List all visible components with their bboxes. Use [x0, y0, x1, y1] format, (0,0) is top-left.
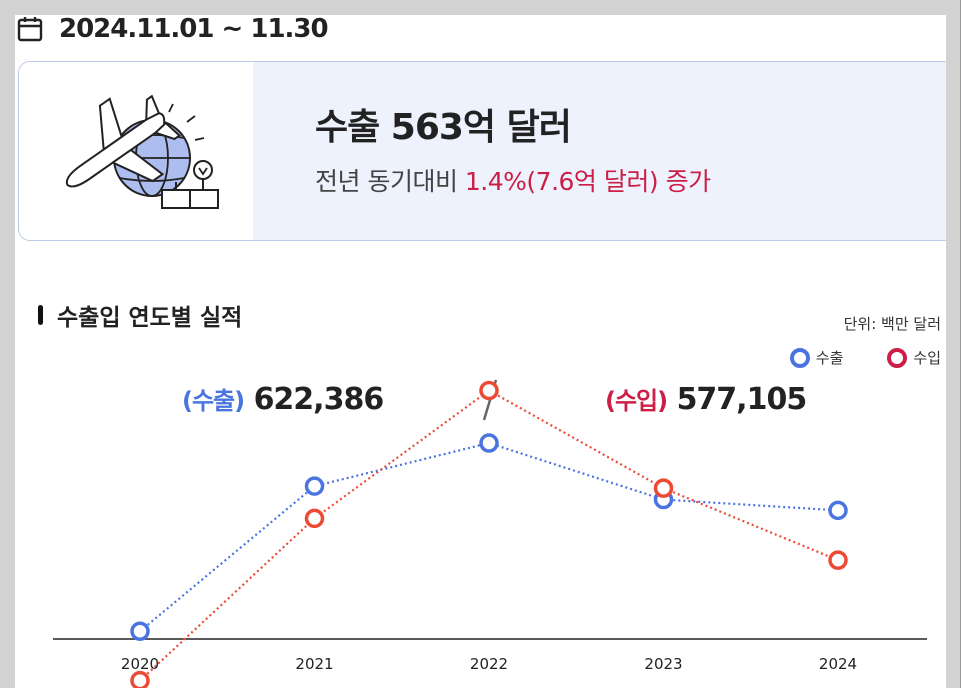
import-total-label: (수입) — [605, 387, 668, 415]
x-tick-label: 2021 — [295, 655, 333, 673]
data-point-export-2021[interactable] — [304, 476, 325, 496]
data-point-import-2024[interactable] — [828, 550, 848, 570]
export-summary-card: 수출 563억 달러 전년 동기대비 1.4%(7.6억 달러) 증가 — [18, 61, 960, 241]
export-total: (수출) 622,386 — [182, 381, 385, 417]
yoy-change-text: 전년 동기대비 1.4%(7.6억 달러) 증가 — [315, 162, 711, 198]
import-total: (수입) 577,105 — [605, 381, 808, 417]
data-point-import-2021[interactable] — [304, 508, 325, 529]
trade-line-chart: 2020 2021 2022 2023 2024 — [53, 380, 927, 688]
date-range-row: 2024.11.01 ~ 11.30 — [17, 11, 329, 47]
data-point-import-2020[interactable] — [130, 670, 150, 688]
legend-import-marker-icon — [887, 347, 908, 368]
airplane-globe-cargo-icon — [65, 94, 219, 209]
import-total-value: 577,105 — [676, 382, 808, 417]
data-point-export-2022[interactable] — [479, 433, 499, 453]
yoy-change-value: 1.4%(7.6억 달러) 증가 — [464, 167, 711, 196]
chart-legend: 수출 수입 — [746, 347, 941, 368]
unit-label: 단위: 백만 달러 — [843, 315, 941, 333]
section-title: 수출입 연도별 실적 — [57, 305, 243, 331]
calendar-icon — [17, 17, 43, 42]
legend-import-label: 수입 — [913, 349, 941, 367]
data-point-import-2023[interactable] — [653, 478, 674, 498]
series-line-export — [139, 441, 839, 633]
window-edge — [946, 0, 961, 688]
x-tick-label: 2024 — [819, 655, 857, 673]
legend-export-label: 수출 — [815, 349, 844, 367]
x-tick-label: 2020 — [121, 655, 159, 673]
data-point-import-2022[interactable] — [479, 380, 499, 401]
x-tick-label: 2022 — [470, 655, 508, 673]
export-total-label: (수출) — [182, 387, 245, 415]
section-heading: 수출입 연도별 실적 — [38, 298, 242, 332]
date-range: 2024.11.01 ~ 11.30 — [59, 14, 329, 44]
section-bar-icon — [38, 305, 43, 325]
page: 2024.11.01 ~ 11.30 — [15, 14, 960, 688]
x-tick-label: 2023 — [644, 655, 682, 673]
legend-export-marker-icon — [789, 347, 810, 368]
legend-item-export: 수출 — [789, 347, 844, 368]
data-point-export-2020[interactable] — [130, 621, 150, 642]
yoy-prefix: 전년 동기대비 — [315, 167, 458, 196]
export-total-title: 수출 563억 달러 — [315, 107, 572, 148]
data-point-export-2024[interactable] — [828, 500, 848, 521]
summary-illustration-panel — [19, 62, 253, 240]
export-total-value: 622,386 — [253, 382, 385, 417]
legend-item-import: 수입 — [887, 347, 941, 368]
summary-text-panel: 수출 563억 달러 전년 동기대비 1.4%(7.6억 달러) 증가 — [253, 62, 959, 240]
